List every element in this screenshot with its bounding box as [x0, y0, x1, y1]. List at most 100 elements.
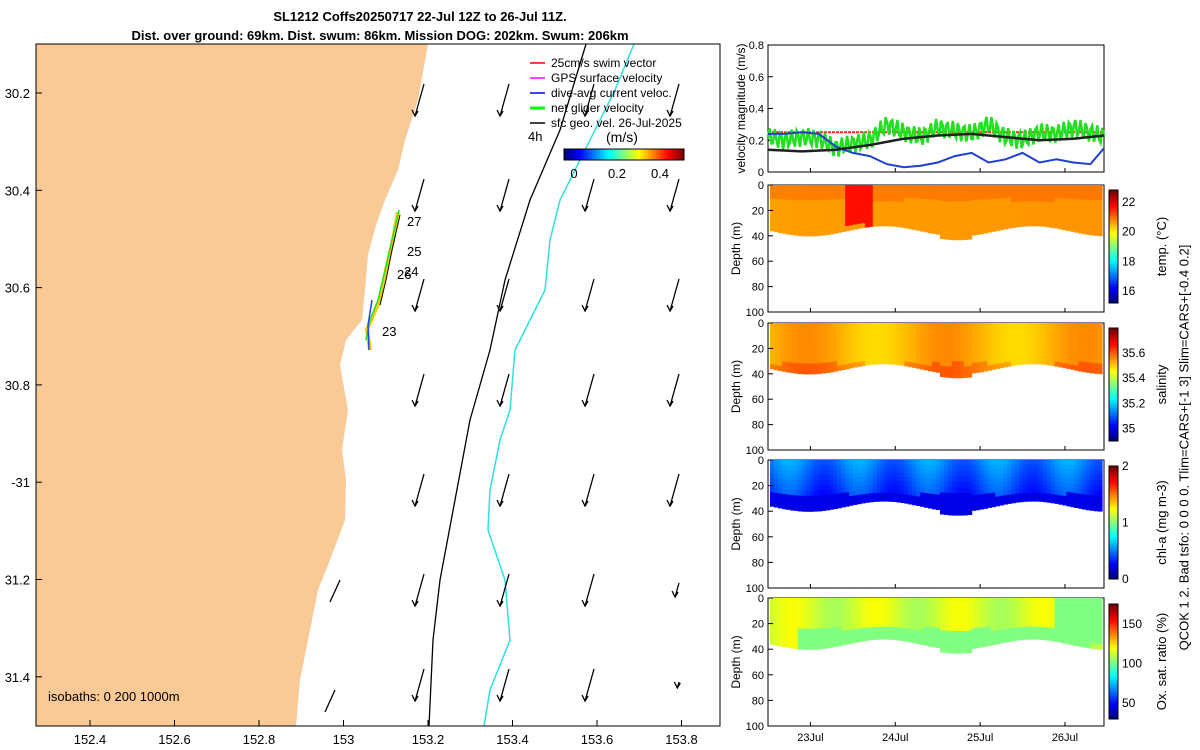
salinity-cell [845, 350, 850, 356]
chlorophyll-cell [987, 460, 992, 466]
oxygen-cell [1074, 602, 1079, 608]
temperature-cell [789, 229, 795, 235]
oxygen-colorbar-tick: 50 [1122, 696, 1136, 710]
temperature-cell [864, 185, 870, 190]
oxygen-cell [872, 631, 878, 636]
salinity-cell [853, 323, 858, 328]
temperature-cell [888, 185, 894, 190]
oxygen-cell [857, 624, 862, 630]
chlorophyll-cell [947, 470, 953, 477]
oxygen-cell [963, 630, 969, 637]
salinity-cell [1090, 342, 1095, 349]
temperature-cell [876, 213, 882, 219]
salinity-cell [979, 332, 985, 339]
chlorophyll-cell [1026, 496, 1032, 502]
salinity-cell [1023, 327, 1028, 332]
oxygen-cell [916, 602, 921, 608]
chlorophyll-cell [837, 493, 842, 499]
colorbar-cell [638, 149, 641, 160]
oxygen-cell [979, 617, 985, 624]
salinity-cell [1094, 343, 1099, 349]
chlorophyll-cell [829, 469, 834, 476]
chlorophyll-cell [1098, 490, 1103, 497]
colorbar-cell [674, 149, 677, 160]
salinity-cell [983, 332, 988, 338]
oxygen-cell [924, 621, 929, 627]
chlorophyll-cell [904, 490, 909, 496]
temperature-cell [781, 194, 787, 200]
oxygen-cell [963, 641, 969, 648]
temperature-cell [1098, 215, 1103, 221]
salinity-cell [959, 328, 965, 335]
oxygen-cell [1030, 618, 1036, 624]
oxygen-cell [777, 598, 783, 604]
chlorophyll-cell [781, 469, 787, 476]
chlorophyll-cell [1050, 485, 1056, 491]
salinity-colorbar-cell [1109, 381, 1118, 385]
oxygen-cell [932, 632, 937, 638]
chlorophyll-cell [947, 492, 953, 499]
oxygen-cell [801, 638, 807, 645]
salinity-cell [1070, 350, 1075, 356]
chlorophyll-cell [801, 490, 807, 497]
temperature-cell [963, 228, 969, 235]
chlorophyll-cell [770, 469, 775, 475]
chlorophyll-cell [932, 503, 937, 510]
salinity-cell [967, 333, 973, 340]
oxygen-cell [1015, 610, 1020, 616]
chlorophyll-cell [995, 460, 1000, 466]
oxygen-cell [892, 606, 898, 611]
salinity-cell [1094, 338, 1099, 344]
oxygen-cell [967, 619, 973, 626]
chlorophyll-cell [1094, 460, 1099, 466]
oxygen-cell [987, 635, 992, 642]
chlorophyll-cell [943, 492, 949, 499]
salinity-cell [770, 336, 775, 342]
chlorophyll-cell [774, 502, 779, 508]
chlorophyll-cell [1026, 476, 1032, 482]
temperature-cell [860, 185, 866, 190]
chlorophyll-cell [900, 472, 905, 478]
salinity-cell [1030, 339, 1036, 344]
oxygen-cell [845, 598, 850, 604]
temperature-cell [868, 201, 874, 207]
chlorophyll-cell [912, 495, 917, 501]
temperature-cell [991, 208, 996, 214]
chlorophyll-cell [947, 460, 953, 467]
chlorophyll-cell [971, 495, 977, 501]
salinity-cell [896, 356, 902, 362]
oxygen-cell [1070, 630, 1075, 636]
chlorophyll-cell [967, 487, 973, 494]
oxygen-cell [793, 643, 799, 649]
colorbar-cell [644, 149, 647, 160]
geo-arrow-head [666, 499, 674, 508]
oxygen-cell [781, 632, 787, 638]
salinity-cell [793, 333, 799, 339]
temperature-cell [928, 194, 933, 200]
chlorophyll-cell [908, 477, 913, 483]
oxygen-cell [1046, 623, 1052, 628]
salinity-cell [868, 327, 874, 332]
oxygen-cell [912, 638, 917, 644]
colorbar-cell [616, 149, 619, 160]
salinity-cell [1062, 340, 1068, 346]
temperature-cell [1003, 185, 1008, 190]
temperature-cell [880, 217, 886, 223]
temperature-cell [1019, 185, 1024, 190]
oxygen-cell [801, 618, 807, 625]
salinity-cell [999, 363, 1004, 369]
temperature-cell [975, 199, 981, 206]
temperature-cell [809, 190, 815, 196]
temperature-colorbar-cell [1109, 218, 1118, 222]
oxygen-cell [813, 638, 819, 645]
oxygen-cell [793, 608, 799, 614]
temperature-cell [1007, 219, 1012, 225]
oxygen-cell [951, 636, 957, 643]
salinity-cell [880, 335, 886, 340]
chlorophyll-cell [781, 464, 787, 471]
salinity-cell [825, 362, 830, 368]
oxygen-cell [951, 642, 957, 649]
temperature-cell [959, 190, 965, 197]
salinity-cell [777, 346, 783, 352]
salinity-cell [975, 323, 981, 329]
